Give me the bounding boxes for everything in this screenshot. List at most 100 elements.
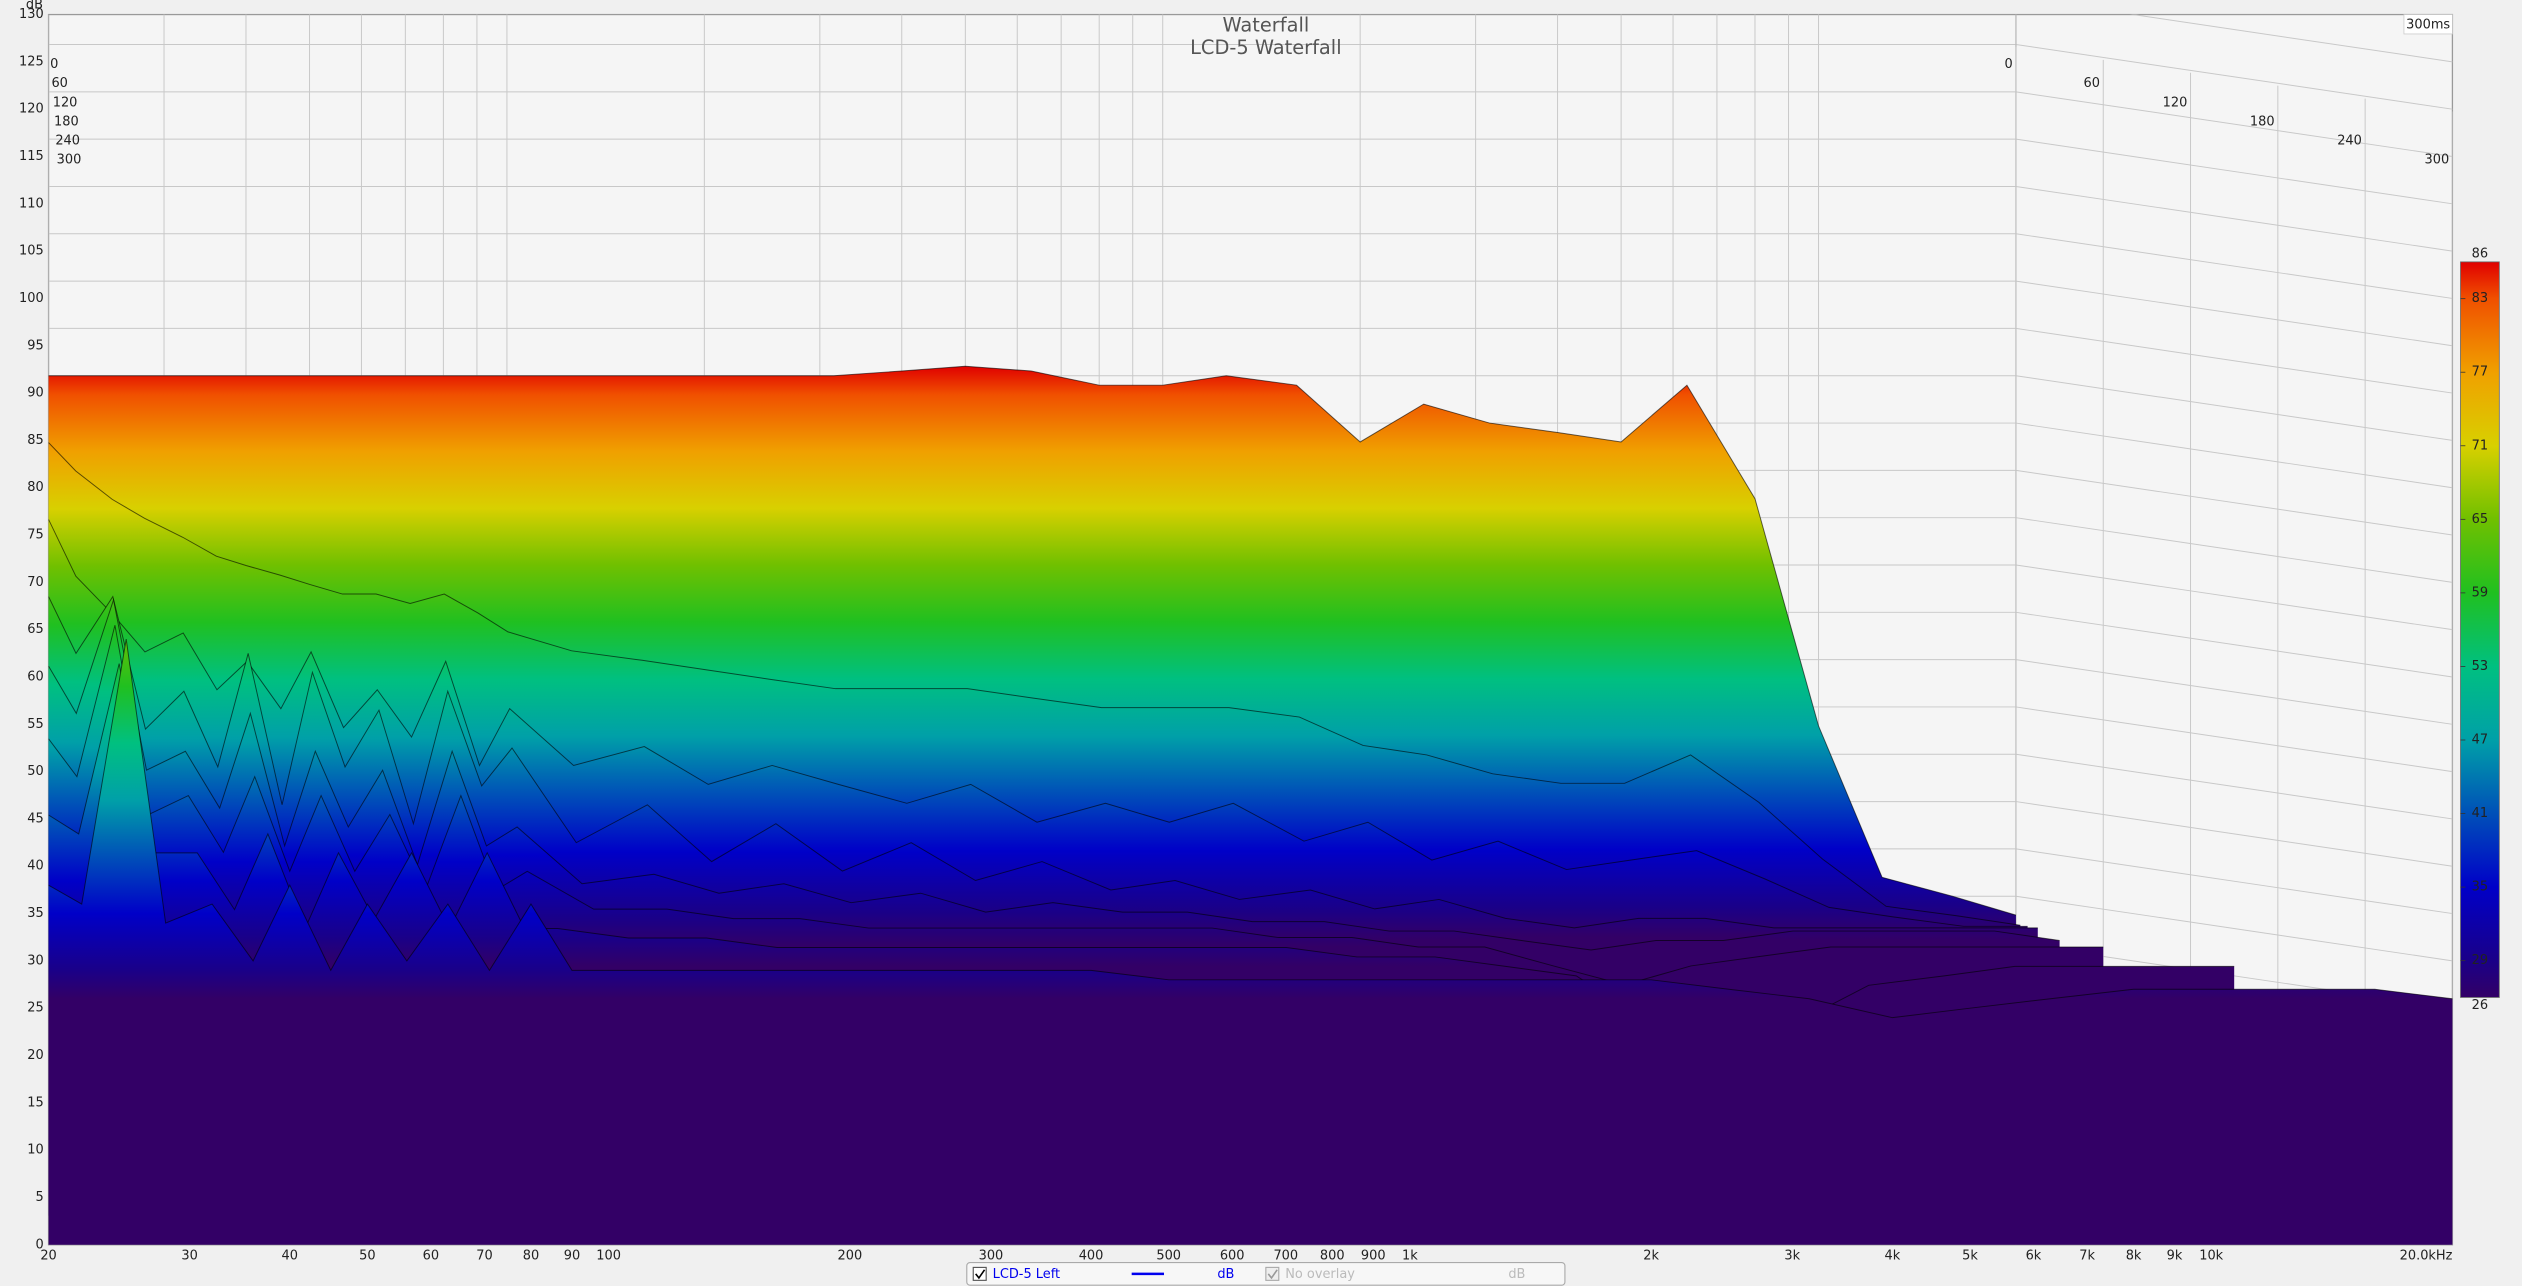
y-tick-label: 5 bbox=[35, 1190, 43, 1205]
x-tick-label: 30 bbox=[181, 1249, 197, 1264]
legend-name: No overlay bbox=[1285, 1267, 1355, 1282]
wall-grid-line bbox=[2015, 44, 2453, 110]
wall-grid-line bbox=[2015, 138, 2453, 205]
y-tick-label: 80 bbox=[27, 480, 43, 495]
x-tick-label: 5k bbox=[1962, 1249, 1978, 1264]
x-tick-label: 900 bbox=[1361, 1249, 1386, 1264]
legend-name: LCD-5 Left bbox=[993, 1267, 1060, 1282]
time-range-box bbox=[2403, 14, 2453, 35]
time-tick-label: 180 bbox=[54, 114, 79, 129]
x-tick-label: 60 bbox=[423, 1249, 439, 1264]
slice-area bbox=[48, 639, 2453, 1245]
x-tick-label: 10k bbox=[2199, 1249, 2223, 1264]
y-tick-label: 50 bbox=[27, 764, 43, 779]
check-mark bbox=[975, 1269, 986, 1280]
wall-grid-line bbox=[2015, 280, 2453, 347]
overlay-checkbox[interactable] bbox=[1265, 1266, 1280, 1281]
legend-unit: dB bbox=[1508, 1267, 1525, 1282]
y-tick-label: 30 bbox=[27, 953, 43, 968]
y-tick-label: 95 bbox=[27, 338, 43, 353]
colorbar-tick-label: 71 bbox=[2472, 438, 2488, 453]
wall-grid-line bbox=[2449, 14, 2453, 16]
chart-title: Waterfall bbox=[1222, 13, 1309, 36]
x-tick-label: 8k bbox=[2126, 1249, 2142, 1264]
colorbar-tick-label: 83 bbox=[2472, 291, 2488, 306]
time-tick-label: 300 bbox=[2425, 153, 2450, 168]
time-tick-label: 120 bbox=[2163, 95, 2188, 110]
wall-grid-line bbox=[2015, 848, 2453, 915]
x-tick-label: 300 bbox=[979, 1249, 1004, 1264]
slice-edge bbox=[48, 442, 2021, 926]
wall-grid-line bbox=[2015, 375, 2453, 441]
colorbar-tick-label: 35 bbox=[2472, 880, 2488, 895]
legend: LCD-5 Left dB No overlay dB bbox=[966, 1261, 1566, 1286]
slice-edge bbox=[48, 595, 2038, 929]
wall-grid-line bbox=[2015, 706, 2453, 773]
y-tick-label: 60 bbox=[27, 669, 43, 684]
wall-grid-line bbox=[2015, 327, 2453, 394]
colorbar-tick-label: 41 bbox=[2472, 806, 2488, 821]
y-tick-label: 125 bbox=[19, 54, 44, 69]
x-tick-label: 500 bbox=[1156, 1249, 1181, 1264]
y-tick-label: 10 bbox=[27, 1143, 43, 1158]
x-tick-label: 600 bbox=[1220, 1249, 1245, 1264]
y-tick-label: 20 bbox=[27, 1048, 43, 1063]
x-tick-label: 1k bbox=[1402, 1249, 1418, 1264]
colorbar-tick-label: 53 bbox=[2472, 659, 2488, 674]
y-tick-label: 15 bbox=[27, 1095, 43, 1110]
y-tick-label: 0 bbox=[35, 1237, 43, 1252]
wall-grid-line bbox=[2015, 517, 2453, 583]
y-tick-label: 105 bbox=[19, 244, 44, 259]
check-mark bbox=[1267, 1269, 1278, 1280]
x-tick-label: 70 bbox=[476, 1249, 492, 1264]
legend-unit: dB bbox=[1217, 1267, 1234, 1282]
x-tick-label: 7k bbox=[2079, 1249, 2095, 1264]
wall-grid-line bbox=[2015, 753, 2453, 820]
colorbar-tick-label: 59 bbox=[2472, 585, 2488, 600]
time-tick-label: 240 bbox=[55, 133, 80, 148]
time-tick-label: 180 bbox=[2250, 114, 2275, 129]
x-tick-label: 2k bbox=[1643, 1249, 1659, 1264]
y-axis-label: dB bbox=[26, 0, 43, 12]
x-tick-label: 40 bbox=[282, 1249, 298, 1264]
y-tick-label: 55 bbox=[27, 717, 43, 732]
x-tick-label: 80 bbox=[523, 1249, 539, 1264]
legend-checkbox[interactable] bbox=[972, 1266, 987, 1281]
colorbar-tick-label: 77 bbox=[2472, 365, 2488, 380]
wall-grid-line bbox=[2015, 564, 2453, 631]
colorbar bbox=[2460, 261, 2500, 998]
wall-grid-line bbox=[2015, 469, 2453, 536]
y-tick-label: 130 bbox=[19, 7, 44, 22]
x-tick-label: 20.0kHz bbox=[2400, 1249, 2453, 1264]
wall-grid-line bbox=[2015, 233, 2453, 299]
y-tick-label: 35 bbox=[27, 906, 43, 921]
y-tick-label: 120 bbox=[19, 102, 44, 117]
time-tick-label: 120 bbox=[53, 95, 78, 110]
time-tick-label: 240 bbox=[2337, 133, 2362, 148]
x-tick-label: 400 bbox=[1079, 1249, 1104, 1264]
x-tick-label: 800 bbox=[1320, 1249, 1345, 1264]
y-tick-label: 115 bbox=[19, 149, 44, 164]
x-tick-label: 90 bbox=[564, 1249, 580, 1264]
time-tick-label: 60 bbox=[2084, 76, 2100, 91]
y-tick-label: 85 bbox=[27, 433, 43, 448]
y-tick-label: 45 bbox=[27, 811, 43, 826]
y-tick-label: 90 bbox=[27, 386, 43, 401]
y-tick-label: 25 bbox=[27, 1001, 43, 1016]
wall-grid-line bbox=[2015, 91, 2453, 157]
y-tick-label: 75 bbox=[27, 528, 43, 543]
wall-grid-line bbox=[2015, 611, 2453, 678]
colorbar-tick-label: 47 bbox=[2472, 732, 2488, 747]
y-tick-label: 110 bbox=[19, 196, 44, 211]
y-tick-label: 70 bbox=[27, 575, 43, 590]
time-tick-label: 0 bbox=[50, 57, 58, 72]
colorbar-tick-label: 29 bbox=[2472, 953, 2488, 968]
wall-grid-line bbox=[2015, 185, 2453, 252]
slice-edge bbox=[48, 519, 2028, 927]
x-tick-label: 3k bbox=[1784, 1249, 1800, 1264]
slice-edge bbox=[48, 597, 2060, 951]
label-layer: 0 5 10 15 20 25 30 35 40 45 50 55 60 65 70 75 80 85 90 95 10… bbox=[19, 7, 2500, 1264]
y-tick-label: 65 bbox=[27, 622, 43, 637]
